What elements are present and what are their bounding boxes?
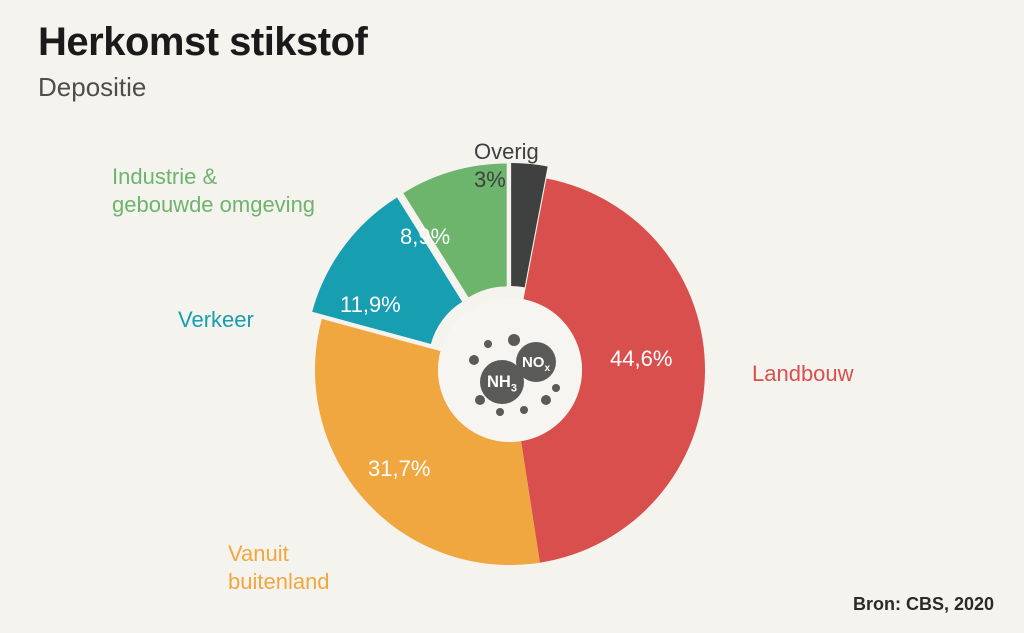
- molecule-dot: [552, 384, 560, 392]
- donut-chart: 44,6%31,7%11,9%8,9% NH3NOx: [0, 0, 1024, 633]
- value-verkeer: 11,9%: [340, 292, 401, 317]
- molecule-dot: [469, 355, 479, 365]
- molecule-dot: [475, 395, 485, 405]
- label-industrie: Industrie &gebouwde omgeving: [112, 163, 315, 218]
- label-overig: Overig: [474, 138, 539, 166]
- molecule-dot: [520, 406, 528, 414]
- molecule-dot: [484, 340, 492, 348]
- label-verkeer: Verkeer: [178, 306, 254, 334]
- value-buitenland: 31,7%: [368, 456, 430, 481]
- value-landbouw: 44,6%: [610, 346, 672, 371]
- value-industrie: 8,9%: [400, 224, 450, 249]
- label-buitenland: Vanuitbuitenland: [228, 540, 330, 595]
- molecule-dot: [496, 408, 504, 416]
- molecule-dot: [508, 334, 520, 346]
- molecule-dot: [541, 395, 551, 405]
- label-landbouw: Landbouw: [752, 360, 854, 388]
- value-overig: 3%: [474, 166, 506, 194]
